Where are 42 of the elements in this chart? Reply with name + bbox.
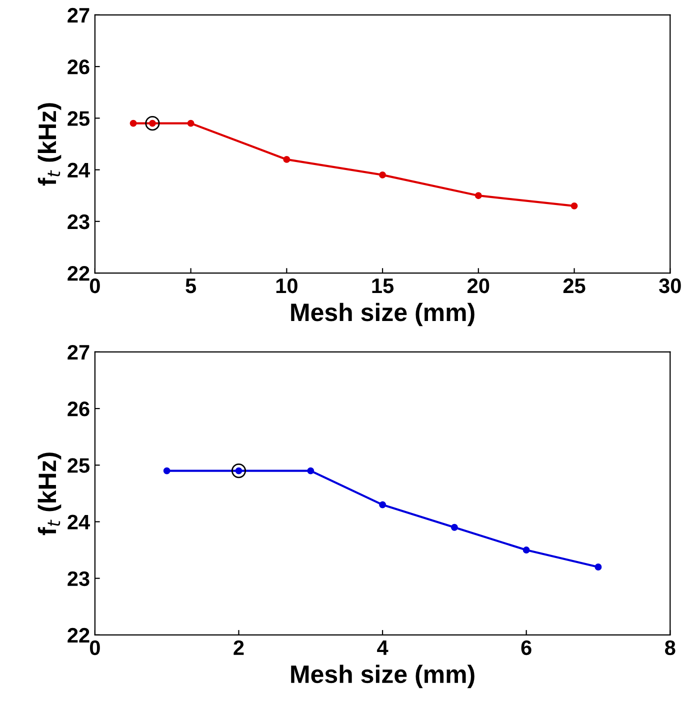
point bbox=[283, 156, 290, 163]
y-axis-title: f$_{t}$ (kHz) bbox=[38, 452, 62, 536]
point bbox=[307, 467, 314, 474]
x-tick-label: 25 bbox=[563, 278, 586, 294]
y-tick-label: 22 bbox=[68, 266, 90, 281]
point bbox=[145, 116, 160, 131]
x-tick-label: 10 bbox=[276, 278, 298, 294]
x-tick-label: 0 bbox=[90, 278, 100, 294]
x-tick-label: 30 bbox=[659, 278, 681, 294]
x-axis-title: Mesh size (mm) bbox=[291, 664, 474, 688]
y-tick-label: 22 bbox=[68, 628, 90, 642]
x-tick-label: 20 bbox=[468, 278, 490, 294]
point bbox=[163, 467, 170, 474]
y-tick-label: 24 bbox=[68, 162, 90, 178]
point bbox=[130, 120, 137, 127]
point bbox=[450, 524, 458, 531]
point bbox=[522, 546, 530, 554]
y-tick-label: 23 bbox=[68, 571, 90, 586]
y-tick-label: 27 bbox=[68, 8, 90, 22]
y-tick-label: 25 bbox=[68, 458, 90, 473]
y-tick-label: 26 bbox=[68, 60, 90, 74]
y-axis-title: f$_{t}$ (kHz) bbox=[38, 103, 62, 186]
point bbox=[379, 501, 386, 508]
x-tick-label: 8 bbox=[665, 640, 676, 656]
x-tick-label: 15 bbox=[372, 278, 394, 294]
y-tick-label: 23 bbox=[68, 214, 90, 230]
x-tick-label: 4 bbox=[377, 640, 388, 655]
point bbox=[474, 192, 482, 200]
y-tick-label: 26 bbox=[68, 402, 90, 416]
x-tick-label: 0 bbox=[90, 640, 100, 656]
y-tick-label: 27 bbox=[68, 344, 90, 360]
point bbox=[231, 464, 246, 478]
point bbox=[594, 564, 602, 570]
x-tick-label: 5 bbox=[186, 278, 196, 294]
x-tick-label: 2 bbox=[234, 640, 244, 655]
point bbox=[570, 202, 578, 210]
point bbox=[187, 120, 194, 127]
x-axis-title: Mesh size (mm) bbox=[291, 302, 474, 326]
point bbox=[379, 171, 386, 178]
x-tick-label: 6 bbox=[521, 640, 532, 656]
y-tick-label: 24 bbox=[68, 514, 90, 530]
y-tick-label: 25 bbox=[68, 111, 90, 126]
